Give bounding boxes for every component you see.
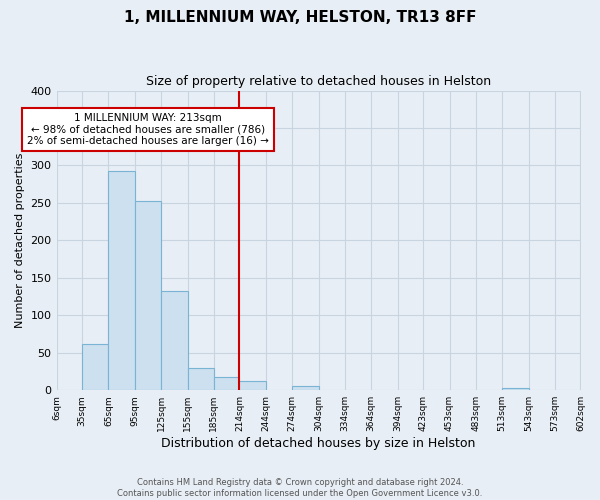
Text: Contains HM Land Registry data © Crown copyright and database right 2024.
Contai: Contains HM Land Registry data © Crown c… xyxy=(118,478,482,498)
Bar xyxy=(82,344,109,390)
X-axis label: Distribution of detached houses by size in Helston: Distribution of detached houses by size … xyxy=(161,437,476,450)
Bar xyxy=(161,292,188,390)
Bar xyxy=(109,172,135,390)
Bar xyxy=(188,368,214,390)
Text: 1 MILLENNIUM WAY: 213sqm
← 98% of detached houses are smaller (786)
2% of semi-d: 1 MILLENNIUM WAY: 213sqm ← 98% of detach… xyxy=(27,113,269,146)
Bar xyxy=(502,388,529,390)
Bar xyxy=(214,376,239,390)
Title: Size of property relative to detached houses in Helston: Size of property relative to detached ho… xyxy=(146,75,491,88)
Text: 1, MILLENNIUM WAY, HELSTON, TR13 8FF: 1, MILLENNIUM WAY, HELSTON, TR13 8FF xyxy=(124,10,476,25)
Y-axis label: Number of detached properties: Number of detached properties xyxy=(15,152,25,328)
Bar xyxy=(135,200,161,390)
Bar xyxy=(292,386,319,390)
Bar xyxy=(239,381,266,390)
